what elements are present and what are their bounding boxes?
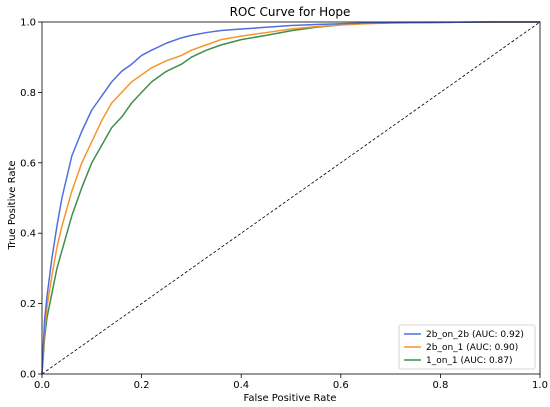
chart-title: ROC Curve for Hope xyxy=(230,5,351,19)
reference-diagonal-line xyxy=(41,21,541,375)
legend: 2b_on_2b (AUC: 0.92) 2b_on_1 (AUC: 0.90) 1… xyxy=(398,324,536,370)
x-tick-label: 1.0 xyxy=(532,380,548,391)
y-tick-label: 0.2 xyxy=(20,299,36,310)
series-line-1 xyxy=(41,21,540,375)
x-tick-label: 0.8 xyxy=(432,380,448,391)
x-tick-label: 0.6 xyxy=(333,380,349,391)
plot-area xyxy=(41,21,541,375)
y-tick-label: 0.4 xyxy=(20,229,36,240)
x-tick-label: 0.4 xyxy=(233,380,249,391)
legend-label-1: 2b_on_2b (AUC: 0.92) xyxy=(426,330,524,340)
y-tick-label: 0.6 xyxy=(20,158,36,169)
series-line-2 xyxy=(41,21,540,375)
x-tick-label: 0.2 xyxy=(134,380,150,391)
axis-ticks: 0.0 0.2 0.4 0.6 0.8 1.0 0.0 0.2 0.4 0.6 0.8 1.0 xyxy=(20,18,548,392)
y-tick-label: 1.0 xyxy=(20,18,36,29)
legend-box xyxy=(398,324,536,370)
y-axis-label: True Positive Rate xyxy=(7,160,18,250)
y-tick-label: 0.8 xyxy=(20,88,36,99)
plot-frame xyxy=(41,21,541,375)
legend-label-2: 2b_on_1 (AUC: 0.90) xyxy=(426,343,518,353)
legend-label-3: 1_on_1 (AUC: 0.87) xyxy=(426,356,513,366)
x-axis-label: False Positive Rate xyxy=(244,393,337,404)
x-tick-label: 0.0 xyxy=(34,380,50,391)
y-tick-label: 0.0 xyxy=(20,370,36,381)
